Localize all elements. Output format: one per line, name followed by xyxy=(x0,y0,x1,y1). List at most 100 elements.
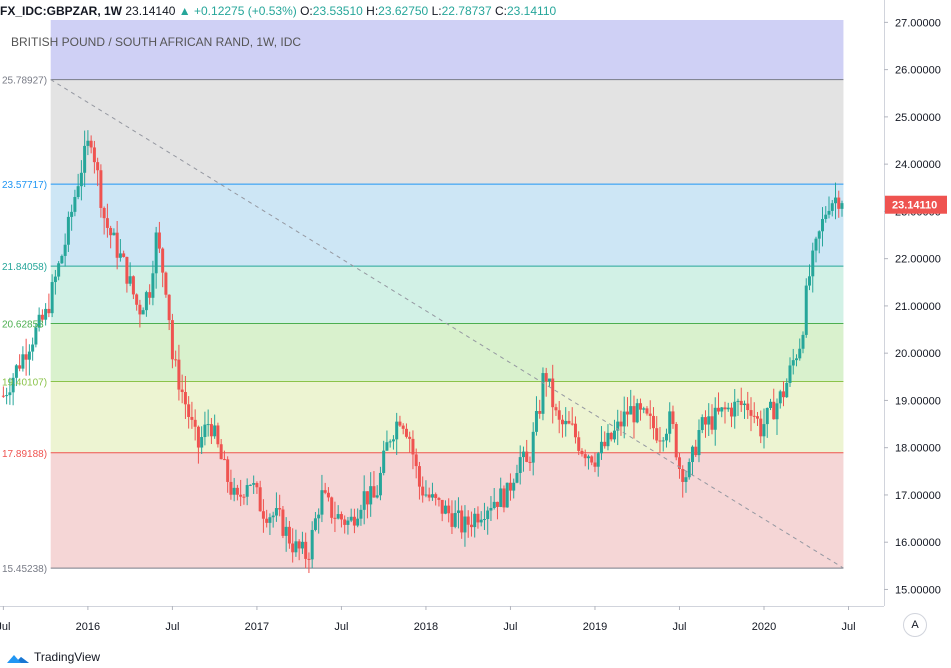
candle-body xyxy=(723,407,727,410)
candle-body xyxy=(330,497,334,518)
candle-body xyxy=(798,348,802,359)
candle-body xyxy=(352,516,356,526)
candle-body xyxy=(200,437,204,448)
candle-body xyxy=(343,519,347,525)
candle-body xyxy=(167,294,171,321)
candle-body xyxy=(811,250,815,277)
candle-body xyxy=(590,456,594,463)
candle-body xyxy=(365,491,369,505)
candle-body xyxy=(619,421,623,427)
candle-body xyxy=(466,516,470,525)
candle-body xyxy=(781,391,785,398)
price-axis[interactable]: 15.00000 16.00000 17.00000 18.00000 19.00000… xyxy=(884,0,951,606)
candle-body xyxy=(554,407,558,411)
candle-body xyxy=(164,272,168,295)
candle-body xyxy=(508,482,512,491)
candle-body xyxy=(837,197,841,209)
candle-body xyxy=(180,389,184,393)
candle-body xyxy=(391,439,395,442)
candle-body xyxy=(512,482,516,491)
candle-body xyxy=(125,256,129,284)
candle-body xyxy=(479,519,483,523)
candle-body xyxy=(609,432,613,440)
candle-body xyxy=(232,487,236,495)
candle-body xyxy=(242,496,246,498)
candle-body xyxy=(284,526,288,536)
time-tick-label: Jul xyxy=(672,621,686,633)
candle-body xyxy=(557,410,561,420)
candle-body xyxy=(713,407,717,430)
candle-body xyxy=(206,424,210,426)
candle-body xyxy=(840,203,844,209)
candle-body xyxy=(300,541,304,549)
trend-line[interactable] xyxy=(50,79,844,569)
fib-band xyxy=(50,266,844,324)
time-axis[interactable]: Jul 2016 Jul 2017 Jul 2018 Jul 2019 Jul 2020 Jul xyxy=(0,606,951,646)
price-tick-label: 16.00000 xyxy=(895,537,941,549)
time-tick-label: 2016 xyxy=(76,621,100,633)
candle-body xyxy=(544,373,548,382)
candle-body xyxy=(430,494,434,498)
candle-body xyxy=(317,514,321,519)
candle-body xyxy=(821,219,825,232)
candle-body xyxy=(170,320,174,360)
candle-body xyxy=(772,401,776,420)
price-change: +0.12275 (+0.53%) xyxy=(194,4,297,18)
price-chart[interactable]: 25.78927) 23.57717) 21.84058) 20.62853 19.40… xyxy=(0,0,951,646)
candle-body xyxy=(161,248,165,273)
candle-body xyxy=(239,494,243,497)
candle-body xyxy=(281,509,285,536)
candle-body xyxy=(18,365,22,369)
candle-body xyxy=(612,430,616,440)
time-tick-label: Jul xyxy=(503,621,517,633)
close-value: 23.14110 xyxy=(507,4,557,18)
candle-body xyxy=(755,416,759,419)
candle-body xyxy=(463,516,467,533)
fib-level-label: 23.57717) xyxy=(2,180,47,191)
last-price: 23.14140 xyxy=(125,4,176,18)
candle-body xyxy=(642,408,646,410)
candle-body xyxy=(8,392,12,396)
time-tick-label: 2020 xyxy=(752,621,776,633)
brand-name: TradingView xyxy=(34,650,101,664)
candle-body xyxy=(785,382,789,398)
fib-level-labels: 25.78927) 23.57717) 21.84058) 20.62853 19.40… xyxy=(2,76,47,576)
candle-body xyxy=(716,407,720,412)
candle-body xyxy=(258,487,262,512)
candle-body xyxy=(606,432,610,447)
candle-body xyxy=(700,417,704,431)
up-arrow-icon: ▲ xyxy=(178,4,191,18)
auto-scale-button[interactable]: A xyxy=(903,613,927,637)
candle-body xyxy=(655,428,659,441)
candle-body xyxy=(447,505,451,514)
last-price-tag-bg xyxy=(885,195,947,214)
candle-body xyxy=(547,378,551,382)
candle-body xyxy=(44,308,48,320)
time-axis-bg xyxy=(0,606,951,646)
candle-body xyxy=(586,456,590,459)
candle-body xyxy=(414,454,418,467)
candle-body xyxy=(687,462,691,478)
candle-body xyxy=(222,459,226,461)
time-tick-label: Jul xyxy=(334,621,348,633)
candle-body xyxy=(213,425,217,437)
candle-body xyxy=(489,507,493,511)
candle-body xyxy=(395,421,399,440)
low-value: 22.78737 xyxy=(441,4,492,18)
candle-body xyxy=(492,501,496,508)
symbol-title: FX_IDC:GBPZAR, 1W xyxy=(0,4,123,18)
candle-body xyxy=(86,140,90,146)
candle-body xyxy=(183,392,187,405)
candle-body xyxy=(577,437,581,451)
candle-body xyxy=(684,477,688,482)
candle-body xyxy=(79,172,83,187)
candle-body xyxy=(710,416,714,430)
candle-body xyxy=(502,488,506,508)
candle-body xyxy=(31,344,35,352)
candle-body xyxy=(434,494,438,499)
candle-body xyxy=(346,520,350,525)
footer: TradingView xyxy=(0,646,100,668)
candle-body xyxy=(313,518,317,530)
fib-level-label: 21.84058) xyxy=(2,262,47,273)
candle-body xyxy=(697,430,701,456)
